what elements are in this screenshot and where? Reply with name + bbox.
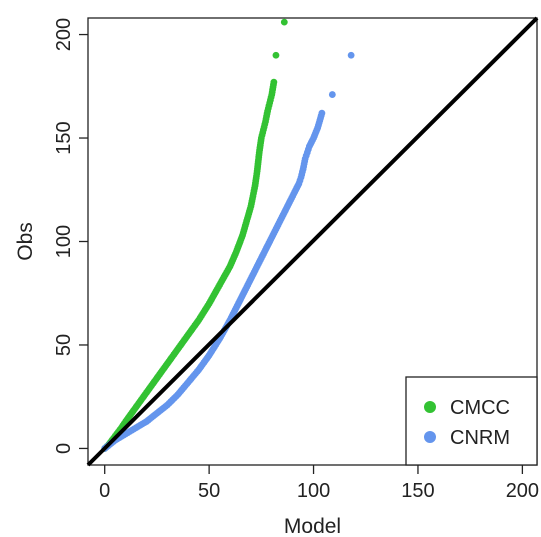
y-tick-label: 50 [53,334,75,356]
y-tick-label: 0 [53,443,75,454]
data-point-cmcc [272,51,280,59]
legend-marker-cnrm [424,431,436,443]
y-tick-label: 200 [53,18,75,51]
data-point-cnrm [347,51,355,59]
x-tick-label: 150 [401,480,434,502]
legend-box [405,376,538,466]
x-tick-label: 50 [198,480,220,502]
plot-area [86,16,539,467]
data-point-cnrm [328,91,336,98]
y-axis: 0 50 100 150 200 [53,18,88,454]
data-point-cnrm [318,109,326,117]
reference-1to1-line [86,16,539,467]
legend: CMCC CNRM [405,376,538,466]
x-tick-label: 0 [99,480,110,502]
legend-marker-cmcc [424,401,436,413]
legend-label-cmcc: CMCC [450,397,510,419]
y-tick-label: 100 [53,225,75,258]
legend-label-cnrm: CNRM [450,427,510,449]
x-axis-title: Model [284,515,341,537]
data-point-cmcc [270,78,278,86]
x-axis: 0 50 100 150 200 [99,465,539,502]
y-tick-label: 150 [53,121,75,154]
x-tick-label: 200 [506,480,539,502]
data-point-cmcc [280,18,288,26]
y-axis-title: Obs [14,222,37,261]
x-tick-label: 100 [297,480,330,502]
